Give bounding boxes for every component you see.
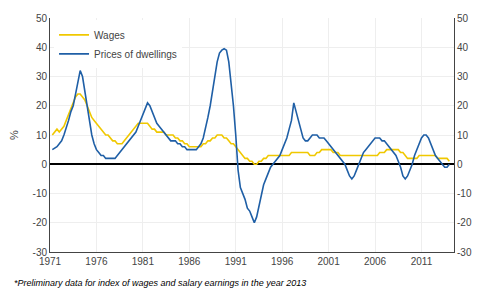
svg-text:-20: -20 — [33, 217, 48, 228]
svg-text:20: 20 — [457, 100, 469, 111]
svg-text:2011: 2011 — [411, 256, 433, 267]
svg-text:30: 30 — [36, 71, 48, 82]
svg-text:-30: -30 — [457, 247, 472, 258]
svg-text:0: 0 — [41, 159, 47, 170]
svg-text:Wages: Wages — [94, 30, 125, 41]
svg-text:20: 20 — [36, 100, 48, 111]
svg-text:50: 50 — [457, 13, 469, 24]
svg-text:40: 40 — [457, 42, 469, 53]
svg-text:40: 40 — [36, 42, 48, 53]
svg-text:1971: 1971 — [39, 256, 62, 267]
svg-text:1981: 1981 — [132, 256, 155, 267]
svg-text:50: 50 — [36, 13, 48, 24]
svg-text:1996: 1996 — [271, 256, 294, 267]
svg-text:-10: -10 — [33, 188, 48, 199]
svg-text:*Preliminary data for index of: *Preliminary data for index of wages and… — [14, 278, 306, 288]
svg-text:-20: -20 — [457, 217, 472, 228]
svg-text:Prices of dwellings: Prices of dwellings — [94, 49, 177, 60]
svg-text:1986: 1986 — [178, 256, 201, 267]
svg-text:%: % — [8, 130, 20, 140]
svg-text:-30: -30 — [33, 247, 48, 258]
svg-text:1976: 1976 — [85, 256, 108, 267]
svg-text:10: 10 — [36, 130, 48, 141]
svg-text:1991: 1991 — [225, 256, 248, 267]
svg-text:30: 30 — [457, 71, 469, 82]
svg-text:2001: 2001 — [317, 256, 340, 267]
svg-text:2006: 2006 — [364, 256, 387, 267]
svg-text:-10: -10 — [457, 188, 472, 199]
svg-text:0: 0 — [457, 159, 463, 170]
svg-text:10: 10 — [457, 130, 469, 141]
